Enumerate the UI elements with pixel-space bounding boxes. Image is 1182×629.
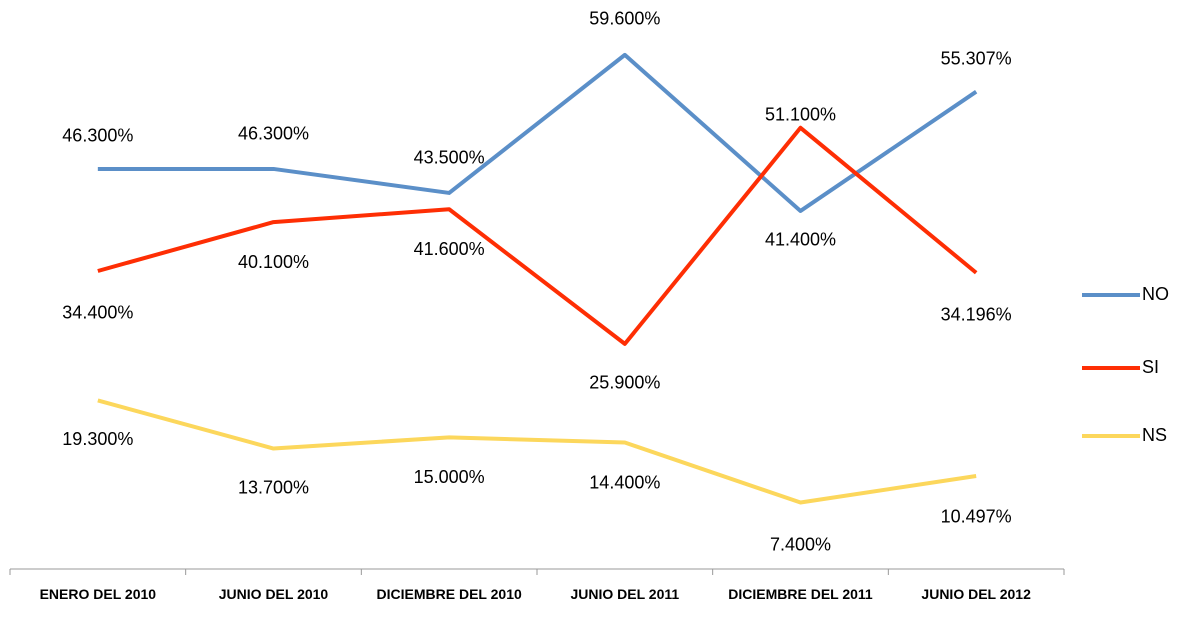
legend-label: NS bbox=[1142, 425, 1167, 445]
data-label: 15.000% bbox=[414, 467, 485, 487]
x-tick-label: DICIEMBRE DEL 2011 bbox=[728, 586, 873, 602]
data-label: 46.300% bbox=[62, 126, 133, 146]
data-label: 51.100% bbox=[765, 105, 836, 125]
x-tick-label: JUNIO DEL 2012 bbox=[921, 586, 1031, 602]
data-label: 10.497% bbox=[941, 507, 1012, 527]
data-label: 19.300% bbox=[62, 429, 133, 449]
data-label: 43.500% bbox=[414, 148, 485, 168]
series-line bbox=[97, 52, 978, 213]
x-tick-label: ENERO DEL 2010 bbox=[39, 586, 157, 602]
legend-label: NO bbox=[1142, 284, 1169, 304]
data-label: 13.700% bbox=[238, 477, 309, 497]
data-label: 40.100% bbox=[238, 252, 309, 272]
data-label: 34.196% bbox=[941, 304, 1012, 324]
x-tick-label: JUNIO DEL 2011 bbox=[570, 586, 680, 602]
data-label: 34.400% bbox=[62, 303, 133, 323]
data-label: 59.600% bbox=[589, 9, 660, 29]
series-line bbox=[97, 398, 977, 505]
data-label: 14.400% bbox=[589, 472, 660, 492]
data-label: 41.600% bbox=[414, 239, 485, 259]
x-tick-label: DICIEMBRE DEL 2010 bbox=[376, 586, 522, 602]
series-line bbox=[97, 125, 978, 346]
data-label: 25.900% bbox=[589, 373, 660, 393]
x-tick-label: JUNIO DEL 2010 bbox=[218, 586, 329, 602]
data-label: 46.300% bbox=[238, 124, 309, 144]
data-label: 55.307% bbox=[941, 48, 1012, 68]
data-label: 41.400% bbox=[765, 230, 836, 250]
data-label: 7.400% bbox=[770, 534, 831, 554]
legend-label: SI bbox=[1142, 357, 1159, 377]
